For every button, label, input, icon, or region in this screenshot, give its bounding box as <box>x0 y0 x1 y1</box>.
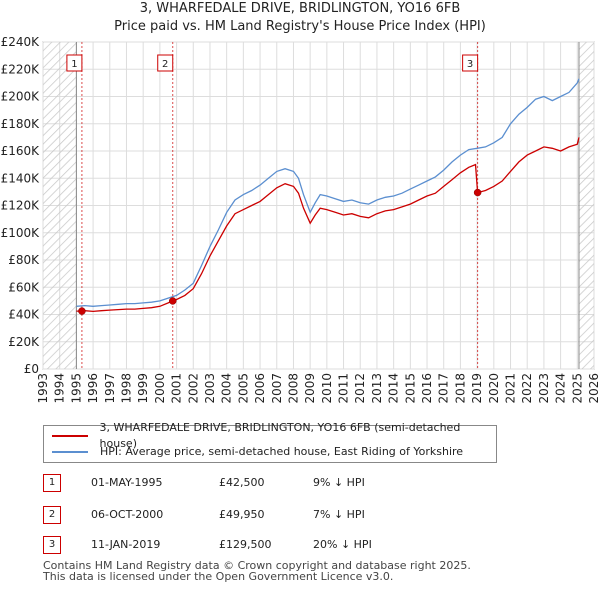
legend-swatch-price <box>52 435 88 437</box>
sale-row: 3 11-JAN-2019 £129,500 20% ↓ HPI <box>43 536 443 554</box>
legend-swatch-hpi <box>52 451 88 453</box>
sale-hpi-diff: 7% ↓ HPI <box>313 508 365 521</box>
y-tick-label: £160K <box>1 144 41 158</box>
y-tick-label: £140K <box>1 171 41 185</box>
x-tick-label: 2011 <box>337 373 351 404</box>
sale-number-badge: 1 <box>43 474 61 492</box>
x-tick-label: 2013 <box>370 373 384 404</box>
sale-row: 1 01-MAY-1995 £42,500 9% ↓ HPI <box>43 474 443 492</box>
y-tick-label: £80K <box>8 253 40 267</box>
x-tick-label: 2021 <box>504 373 518 404</box>
legend-item-hpi: HPI: Average price, semi-detached house,… <box>52 444 463 460</box>
x-tick-label: 2019 <box>470 373 484 404</box>
sale-hpi-diff: 9% ↓ HPI <box>313 476 365 489</box>
x-tick-label: 2004 <box>220 373 234 404</box>
y-tick-label: £100K <box>1 226 41 240</box>
sale-point <box>473 188 482 197</box>
x-tick-label: 2007 <box>270 373 284 404</box>
x-tick-label: 2023 <box>537 373 551 404</box>
sale-marker-box <box>157 54 174 72</box>
legend-label-price: 3, WHARFEDALE DRIVE, BRIDLINGTON, YO16 6… <box>99 421 461 450</box>
y-tick-label: £0 <box>24 362 39 376</box>
y-tick-label: £240K <box>1 35 41 49</box>
x-tick-label: 2012 <box>353 373 367 404</box>
sale-marker-label: 1 <box>71 59 77 70</box>
legend: 3, WHARFEDALE DRIVE, BRIDLINGTON, YO16 6… <box>43 421 497 463</box>
sale-marker-label: 2 <box>162 59 168 70</box>
x-tick-label: 1998 <box>119 373 133 404</box>
x-tick-label: 2015 <box>403 373 417 404</box>
x-tick-label: 2001 <box>170 373 184 404</box>
hatched-region <box>43 42 77 369</box>
x-tick-label: 1999 <box>136 373 150 404</box>
x-tick-label: 2010 <box>320 373 334 404</box>
x-tick-label: 1996 <box>86 373 100 404</box>
y-tick-label: £20K <box>8 335 40 349</box>
x-tick-label: 2016 <box>420 373 434 404</box>
x-tick-label: 2000 <box>153 373 167 404</box>
x-tick-label: 2006 <box>253 373 267 404</box>
y-tick-label: £60K <box>8 280 40 294</box>
y-tick-label: £40K <box>8 308 40 322</box>
x-tick-label: 1995 <box>69 373 83 404</box>
x-tick-label: 2022 <box>520 373 534 404</box>
y-tick-label: £120K <box>1 199 41 213</box>
x-tick-label: 2009 <box>303 373 317 404</box>
legend-label-hpi: HPI: Average price, semi-detached house,… <box>100 445 464 458</box>
x-tick-label: 2025 <box>570 373 584 404</box>
x-tick-label: 1997 <box>103 373 117 404</box>
sale-point <box>78 307 86 315</box>
x-tick-label: 2026 <box>587 373 600 404</box>
x-tick-label: 2014 <box>387 373 401 404</box>
legend-item-price: 3, WHARFEDALE DRIVE, BRIDLINGTON, YO16 6… <box>52 421 496 450</box>
hatched-region <box>578 42 594 369</box>
x-tick-label: 2008 <box>286 373 300 404</box>
sale-marker-box <box>66 54 83 72</box>
sale-price: £129,500 <box>219 538 272 551</box>
sale-number-badge: 2 <box>43 506 61 524</box>
x-tick-label: 2003 <box>203 373 217 404</box>
sale-date: 11-JAN-2019 <box>91 538 161 551</box>
x-tick-label: 2018 <box>453 373 467 404</box>
footer: Contains HM Land Registry data © Crown c… <box>43 560 471 582</box>
chart: 1 2 3 £0 £20K £40K £60K £80K £100K £120K £140K £16… <box>1 35 600 404</box>
price-line <box>76 137 580 313</box>
hpi-line <box>76 78 580 307</box>
x-tick-label: 1994 <box>53 373 67 404</box>
y-tick-label: £220K <box>1 62 41 76</box>
sale-price: £42,500 <box>219 476 265 489</box>
x-tick-label: 2020 <box>487 373 501 404</box>
sale-price: £49,950 <box>219 508 265 521</box>
chart-title-line1: 3, WHARFEDALE DRIVE, BRIDLINGTON, YO16 6… <box>139 1 461 16</box>
footer-copyright: Contains HM Land Registry data © Crown c… <box>43 559 471 572</box>
x-tick-label: 2005 <box>236 373 250 404</box>
x-tick-label: 2017 <box>437 373 451 404</box>
x-tick-label: 1993 <box>36 373 50 404</box>
chart-title-line2: Price paid vs. HM Land Registry's House … <box>114 19 486 34</box>
y-tick-label: £180K <box>1 117 41 131</box>
x-tick-label: 2002 <box>186 373 200 404</box>
sale-marker-label: 3 <box>467 59 473 70</box>
sale-row: 2 06-OCT-2000 £49,950 7% ↓ HPI <box>43 506 443 524</box>
footer-licence: This data is licensed under the Open Gov… <box>43 570 394 583</box>
sale-date: 06-OCT-2000 <box>91 508 164 521</box>
y-tick-label: £200K <box>1 90 41 104</box>
sale-point <box>168 297 177 305</box>
sale-number-badge: 3 <box>43 536 61 554</box>
sale-date: 01-MAY-1995 <box>91 476 163 489</box>
x-tick-label: 2024 <box>554 373 568 404</box>
sale-hpi-diff: 20% ↓ HPI <box>313 538 372 551</box>
sale-marker-box <box>462 54 479 72</box>
chart-title: 3, WHARFEDALE DRIVE, BRIDLINGTON, YO16 6… <box>0 0 600 36</box>
